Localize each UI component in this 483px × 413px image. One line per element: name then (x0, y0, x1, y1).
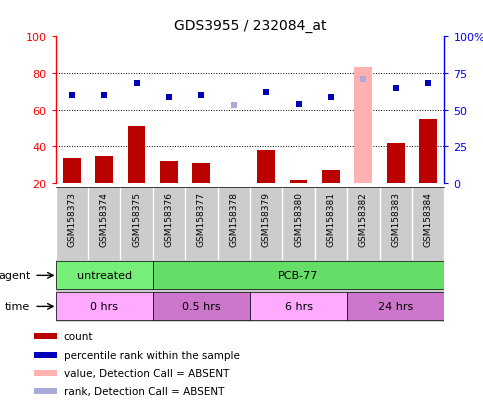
Text: 0 hrs: 0 hrs (90, 301, 118, 312)
Text: 6 hrs: 6 hrs (284, 301, 313, 312)
Bar (250, 293, 347, 320)
Bar (128, 127, 145, 184)
Point (392, 85, 399, 92)
Text: GSM158380: GSM158380 (294, 192, 303, 247)
Text: GSM158382: GSM158382 (359, 192, 368, 246)
Text: GSM158377: GSM158377 (197, 192, 206, 247)
Text: value, Detection Call = ABSENT: value, Detection Call = ABSENT (64, 368, 229, 378)
Bar (63, 158, 81, 184)
Point (165, 94, 173, 101)
Text: GSM158376: GSM158376 (164, 192, 173, 247)
Point (262, 90, 270, 96)
Text: time: time (5, 301, 30, 312)
Title: GDS3955 / 232084_at: GDS3955 / 232084_at (174, 19, 326, 33)
Text: GSM158375: GSM158375 (132, 192, 141, 247)
Bar (225, 184, 242, 217)
Bar (153, 262, 444, 290)
Text: GSM158373: GSM158373 (67, 192, 76, 247)
Bar (192, 164, 210, 184)
Bar (387, 143, 405, 184)
Text: GSM158383: GSM158383 (391, 192, 400, 247)
Point (424, 81, 432, 88)
Text: GSM158384: GSM158384 (424, 192, 433, 246)
Point (68, 93, 76, 99)
Bar (419, 120, 437, 184)
Point (230, 103, 238, 109)
FancyBboxPatch shape (34, 370, 57, 376)
Point (327, 94, 335, 101)
Text: count: count (64, 332, 93, 342)
Text: agent: agent (0, 271, 30, 281)
Bar (355, 68, 372, 184)
Text: GSM158379: GSM158379 (262, 192, 270, 247)
Bar (160, 162, 178, 184)
Point (133, 81, 141, 88)
Text: 0.5 hrs: 0.5 hrs (182, 301, 221, 312)
Bar (95, 156, 113, 184)
Text: percentile rank within the sample: percentile rank within the sample (64, 350, 240, 360)
Bar (322, 171, 340, 184)
Point (100, 93, 108, 99)
Point (295, 101, 302, 108)
FancyBboxPatch shape (34, 352, 57, 358)
Bar (153, 293, 250, 320)
Bar (257, 151, 275, 184)
Text: GSM158374: GSM158374 (99, 192, 109, 246)
FancyBboxPatch shape (34, 334, 57, 339)
Bar (290, 180, 308, 184)
FancyBboxPatch shape (34, 388, 57, 394)
Text: PCB-77: PCB-77 (278, 271, 319, 281)
Bar (56, 262, 153, 290)
Bar (347, 293, 444, 320)
Text: 24 hrs: 24 hrs (378, 301, 413, 312)
Text: GSM158381: GSM158381 (327, 192, 336, 247)
Text: untreated: untreated (77, 271, 132, 281)
Text: GSM158378: GSM158378 (229, 192, 238, 247)
Bar (56, 293, 153, 320)
Text: rank, Detection Call = ABSENT: rank, Detection Call = ABSENT (64, 386, 224, 396)
Point (198, 93, 205, 99)
Point (359, 76, 367, 83)
